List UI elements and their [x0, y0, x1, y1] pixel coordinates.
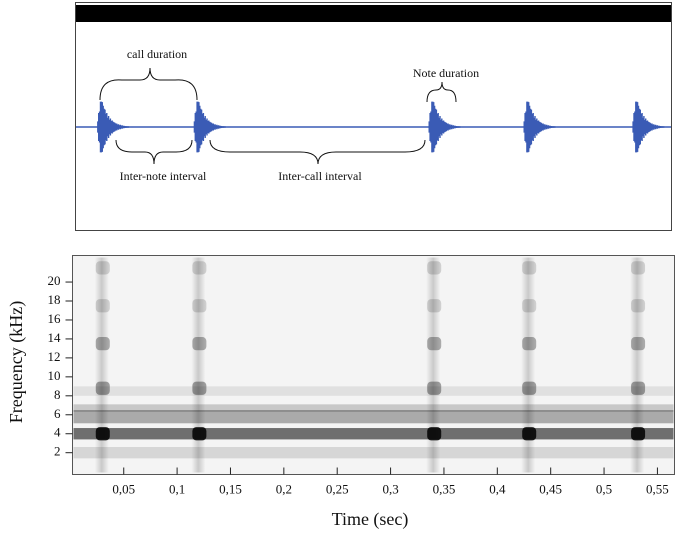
- y-tick-label: 6: [54, 406, 61, 421]
- note-harmonic: [427, 299, 442, 313]
- y-tick-label: 16: [48, 311, 62, 326]
- note-harmonic: [192, 427, 207, 441]
- x-tick-label: 0,3: [382, 481, 398, 496]
- note-harmonic: [631, 337, 646, 351]
- note-harmonic: [631, 381, 646, 395]
- note-burst: [523, 101, 560, 153]
- x-tick-label: 0,4: [489, 481, 506, 496]
- y-tick-label: 20: [48, 273, 61, 288]
- y-tick-label: 18: [48, 292, 61, 307]
- x-tick-label: 0,25: [326, 481, 349, 496]
- note-harmonic: [95, 337, 110, 351]
- harmonic-band: [73, 410, 674, 424]
- annotation: call duration: [127, 47, 187, 61]
- brace: [99, 67, 198, 101]
- note-harmonic: [192, 299, 207, 313]
- note-column: [630, 257, 645, 473]
- note-harmonic: [631, 299, 646, 313]
- x-tick-label: 0,55: [646, 481, 669, 496]
- note-column: [426, 257, 441, 473]
- note-harmonic: [522, 299, 537, 313]
- note-harmonic: [631, 261, 646, 275]
- brace: [426, 81, 457, 103]
- y-tick-label: 4: [54, 425, 61, 440]
- x-tick-label: 0,1: [169, 481, 185, 496]
- y-axis-label: Frequency (kHz): [6, 301, 27, 423]
- note-harmonic: [192, 261, 207, 275]
- note-column: [191, 257, 206, 473]
- note-harmonic: [522, 261, 537, 275]
- annotation: Inter-call interval: [278, 169, 362, 183]
- y-tick-label: 8: [54, 387, 61, 402]
- note-harmonic: [427, 427, 442, 441]
- harmonic-band: [73, 404, 674, 412]
- x-tick-label: 0,15: [219, 481, 242, 496]
- note-column: [521, 257, 536, 473]
- y-tick-label: 12: [48, 349, 61, 364]
- note-harmonic: [522, 337, 537, 351]
- note-harmonic: [427, 337, 442, 351]
- note-burst: [97, 101, 134, 153]
- note-harmonic: [522, 381, 537, 395]
- x-axis-label: Time (sec): [332, 509, 409, 530]
- note-harmonic: [192, 381, 207, 395]
- note-harmonic: [522, 427, 537, 441]
- note-harmonic: [427, 261, 442, 275]
- note-burst: [193, 101, 231, 153]
- note-harmonic: [95, 299, 110, 313]
- oscillogram-frame: [75, 2, 672, 231]
- top-bar: [76, 5, 671, 22]
- brace: [115, 139, 193, 165]
- x-tick-label: 0,45: [539, 481, 562, 496]
- note-harmonic: [427, 381, 442, 395]
- annotation: Inter-note interval: [120, 169, 207, 183]
- x-tick-label: 0,05: [112, 481, 135, 496]
- brace: [209, 139, 426, 165]
- x-tick-label: 0,2: [276, 481, 292, 496]
- annotation: Note duration: [413, 66, 479, 80]
- harmonic-band: [73, 428, 674, 440]
- harmonic-band: [73, 386, 674, 396]
- x-tick-label: 0,5: [596, 481, 612, 496]
- note-harmonic: [95, 261, 110, 275]
- note-harmonic: [95, 381, 110, 395]
- note-harmonic: [631, 427, 646, 441]
- note-harmonic: [95, 427, 110, 441]
- spectrogram-frame: [72, 255, 675, 475]
- note-column: [94, 257, 109, 473]
- y-tick-label: 10: [48, 368, 61, 383]
- harmonic-band: [73, 447, 674, 459]
- spectrogram-image: [73, 257, 674, 473]
- note-burst: [632, 101, 669, 153]
- note-burst: [428, 101, 465, 153]
- x-tick-label: 0,35: [433, 481, 456, 496]
- braces: [99, 67, 457, 165]
- y-tick-label: 14: [48, 330, 62, 345]
- y-tick-label: 2: [54, 444, 61, 459]
- note-harmonic: [192, 337, 207, 351]
